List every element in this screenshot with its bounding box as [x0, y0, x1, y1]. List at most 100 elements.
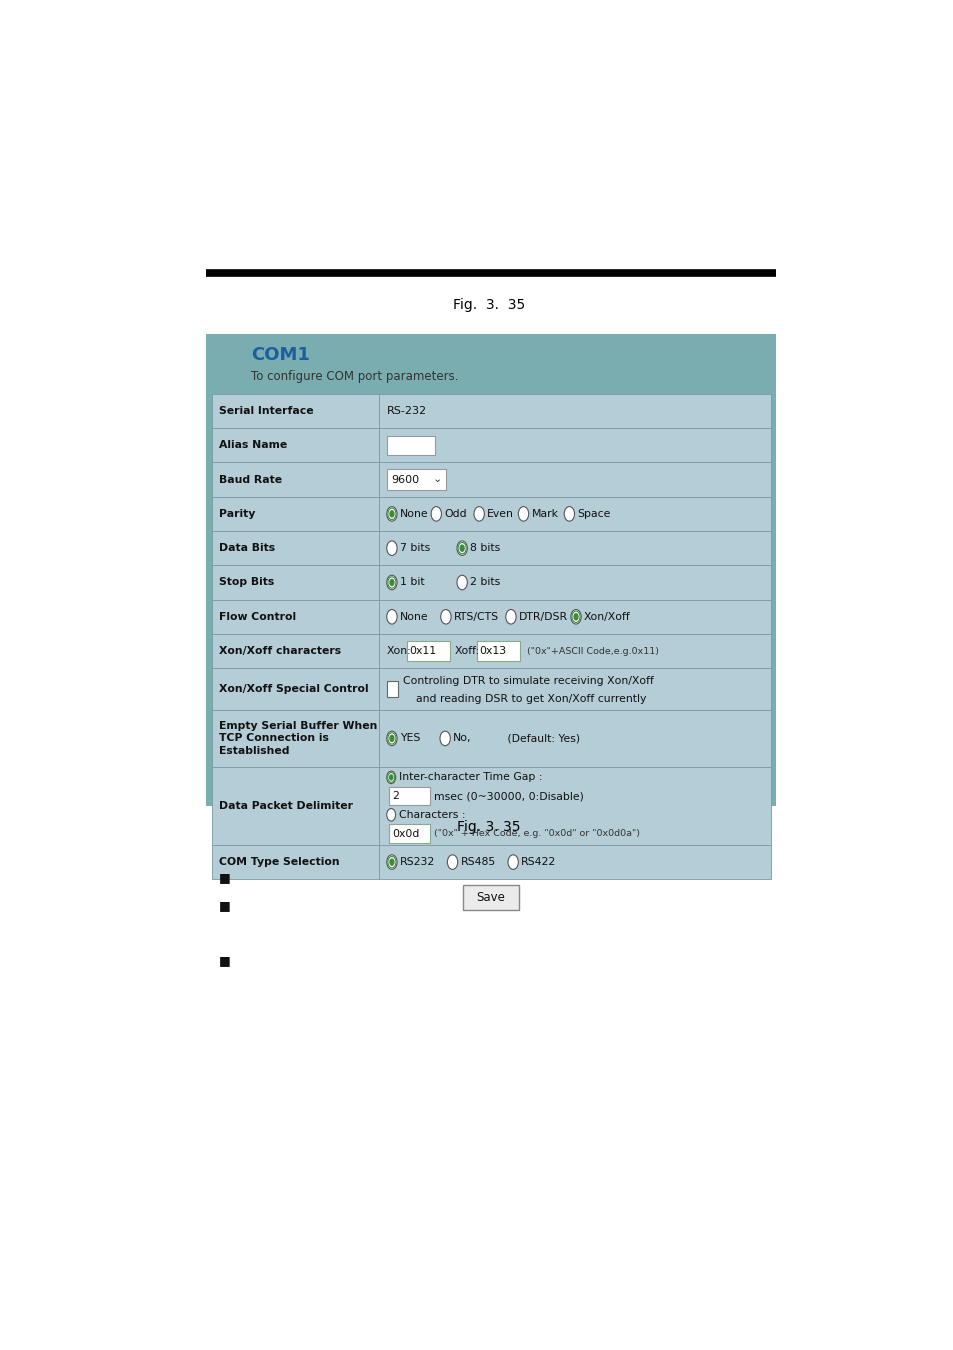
Text: ("0x"+ASCII Code,e.g.0x11): ("0x"+ASCII Code,e.g.0x11) — [527, 647, 659, 656]
Text: COM Type Selection: COM Type Selection — [219, 857, 339, 867]
Circle shape — [505, 609, 516, 624]
Bar — [212, 566, 379, 599]
Circle shape — [386, 609, 396, 624]
Circle shape — [389, 734, 395, 743]
Bar — [386, 470, 445, 490]
Circle shape — [389, 774, 393, 780]
Bar — [379, 668, 770, 710]
Bar — [212, 599, 379, 634]
Circle shape — [459, 544, 464, 552]
Text: 9600: 9600 — [391, 475, 419, 485]
Circle shape — [431, 506, 441, 521]
Text: YES: YES — [399, 733, 420, 744]
Circle shape — [447, 855, 457, 869]
Text: 2 bits: 2 bits — [470, 578, 500, 587]
Circle shape — [439, 732, 450, 745]
Circle shape — [389, 859, 395, 865]
Bar — [379, 428, 770, 463]
Circle shape — [563, 506, 574, 521]
Bar — [389, 787, 429, 806]
Bar — [212, 767, 379, 845]
Text: Inter-character Time Gap :: Inter-character Time Gap : — [398, 772, 541, 783]
Text: Mark: Mark — [531, 509, 558, 518]
Circle shape — [389, 510, 395, 517]
Text: Data Bits: Data Bits — [219, 543, 274, 554]
Circle shape — [386, 771, 395, 783]
Text: RS-232: RS-232 — [386, 406, 426, 416]
Text: 1 bit: 1 bit — [399, 578, 424, 587]
Text: Empty Serial Buffer When
TCP Connection is
Established: Empty Serial Buffer When TCP Connection … — [219, 721, 377, 756]
Text: 7 bits: 7 bits — [399, 543, 430, 554]
Text: RTS/CTS: RTS/CTS — [454, 612, 498, 622]
Bar — [379, 394, 770, 428]
Bar — [386, 680, 397, 698]
Text: Xon/Xoff characters: Xon/Xoff characters — [219, 647, 341, 656]
Bar — [212, 428, 379, 463]
Circle shape — [507, 855, 517, 869]
Bar — [476, 641, 519, 662]
Circle shape — [386, 541, 396, 555]
Text: Xon/Xoff: Xon/Xoff — [583, 612, 630, 622]
Circle shape — [386, 575, 396, 590]
Text: msec (0~30000, 0:Disable): msec (0~30000, 0:Disable) — [434, 791, 583, 801]
Bar — [379, 566, 770, 599]
Text: To configure COM port parameters.: To configure COM port parameters. — [251, 370, 457, 383]
Bar — [212, 463, 379, 497]
Bar — [212, 845, 379, 879]
Text: Fig.  3.  35: Fig. 3. 35 — [453, 298, 524, 312]
Text: (Default: Yes): (Default: Yes) — [497, 733, 579, 744]
Text: Fig. 3. 35: Fig. 3. 35 — [456, 821, 520, 834]
Text: Save: Save — [476, 891, 505, 904]
Text: RS232: RS232 — [399, 857, 435, 867]
Bar — [212, 531, 379, 566]
Bar — [386, 436, 435, 455]
Text: No,: No, — [453, 733, 472, 744]
Text: Space: Space — [577, 509, 610, 518]
Text: 2: 2 — [392, 791, 398, 801]
Circle shape — [517, 506, 528, 521]
Text: Xoff:: Xoff: — [455, 647, 479, 656]
Text: ("0x" + Hex Code, e.g. "0x0d" or "0x0d0a"): ("0x" + Hex Code, e.g. "0x0d" or "0x0d0a… — [434, 829, 639, 838]
Text: None: None — [399, 509, 428, 518]
Bar — [212, 668, 379, 710]
Circle shape — [456, 575, 467, 590]
Bar — [212, 497, 379, 531]
Bar — [206, 333, 775, 806]
Text: RS422: RS422 — [520, 857, 556, 867]
Circle shape — [573, 613, 578, 621]
Text: Flow Control: Flow Control — [219, 612, 295, 622]
Text: Xon:: Xon: — [386, 647, 411, 656]
Text: Characters :: Characters : — [398, 810, 465, 819]
Bar — [379, 710, 770, 767]
Text: and reading DSR to get Xon/Xoff currently: and reading DSR to get Xon/Xoff currentl… — [416, 694, 646, 703]
Bar — [379, 845, 770, 879]
Bar — [379, 463, 770, 497]
Text: RS485: RS485 — [460, 857, 496, 867]
Circle shape — [570, 609, 580, 624]
Text: 8 bits: 8 bits — [470, 543, 500, 554]
Text: Alias Name: Alias Name — [219, 440, 287, 451]
Text: ■: ■ — [219, 871, 231, 884]
Bar — [407, 641, 450, 662]
Circle shape — [386, 506, 396, 521]
Bar — [389, 824, 429, 842]
Text: Data Packet Delimiter: Data Packet Delimiter — [219, 801, 353, 811]
Bar — [212, 710, 379, 767]
Bar — [379, 767, 770, 845]
Text: 0x0d: 0x0d — [392, 829, 419, 838]
Circle shape — [389, 579, 395, 586]
Circle shape — [386, 809, 395, 821]
Text: ■: ■ — [219, 954, 231, 967]
Circle shape — [456, 541, 467, 555]
Text: Even: Even — [487, 509, 514, 518]
Text: ⌄: ⌄ — [432, 474, 441, 483]
Text: Baud Rate: Baud Rate — [219, 475, 282, 485]
Text: Odd: Odd — [444, 509, 467, 518]
Text: Xon/Xoff Special Control: Xon/Xoff Special Control — [219, 684, 368, 694]
Text: Controling DTR to simulate receiving Xon/Xoff: Controling DTR to simulate receiving Xon… — [402, 675, 653, 686]
Bar — [379, 599, 770, 634]
Text: 0x11: 0x11 — [409, 647, 436, 656]
Bar — [212, 634, 379, 668]
Circle shape — [386, 732, 396, 745]
Text: COM1: COM1 — [251, 346, 310, 365]
